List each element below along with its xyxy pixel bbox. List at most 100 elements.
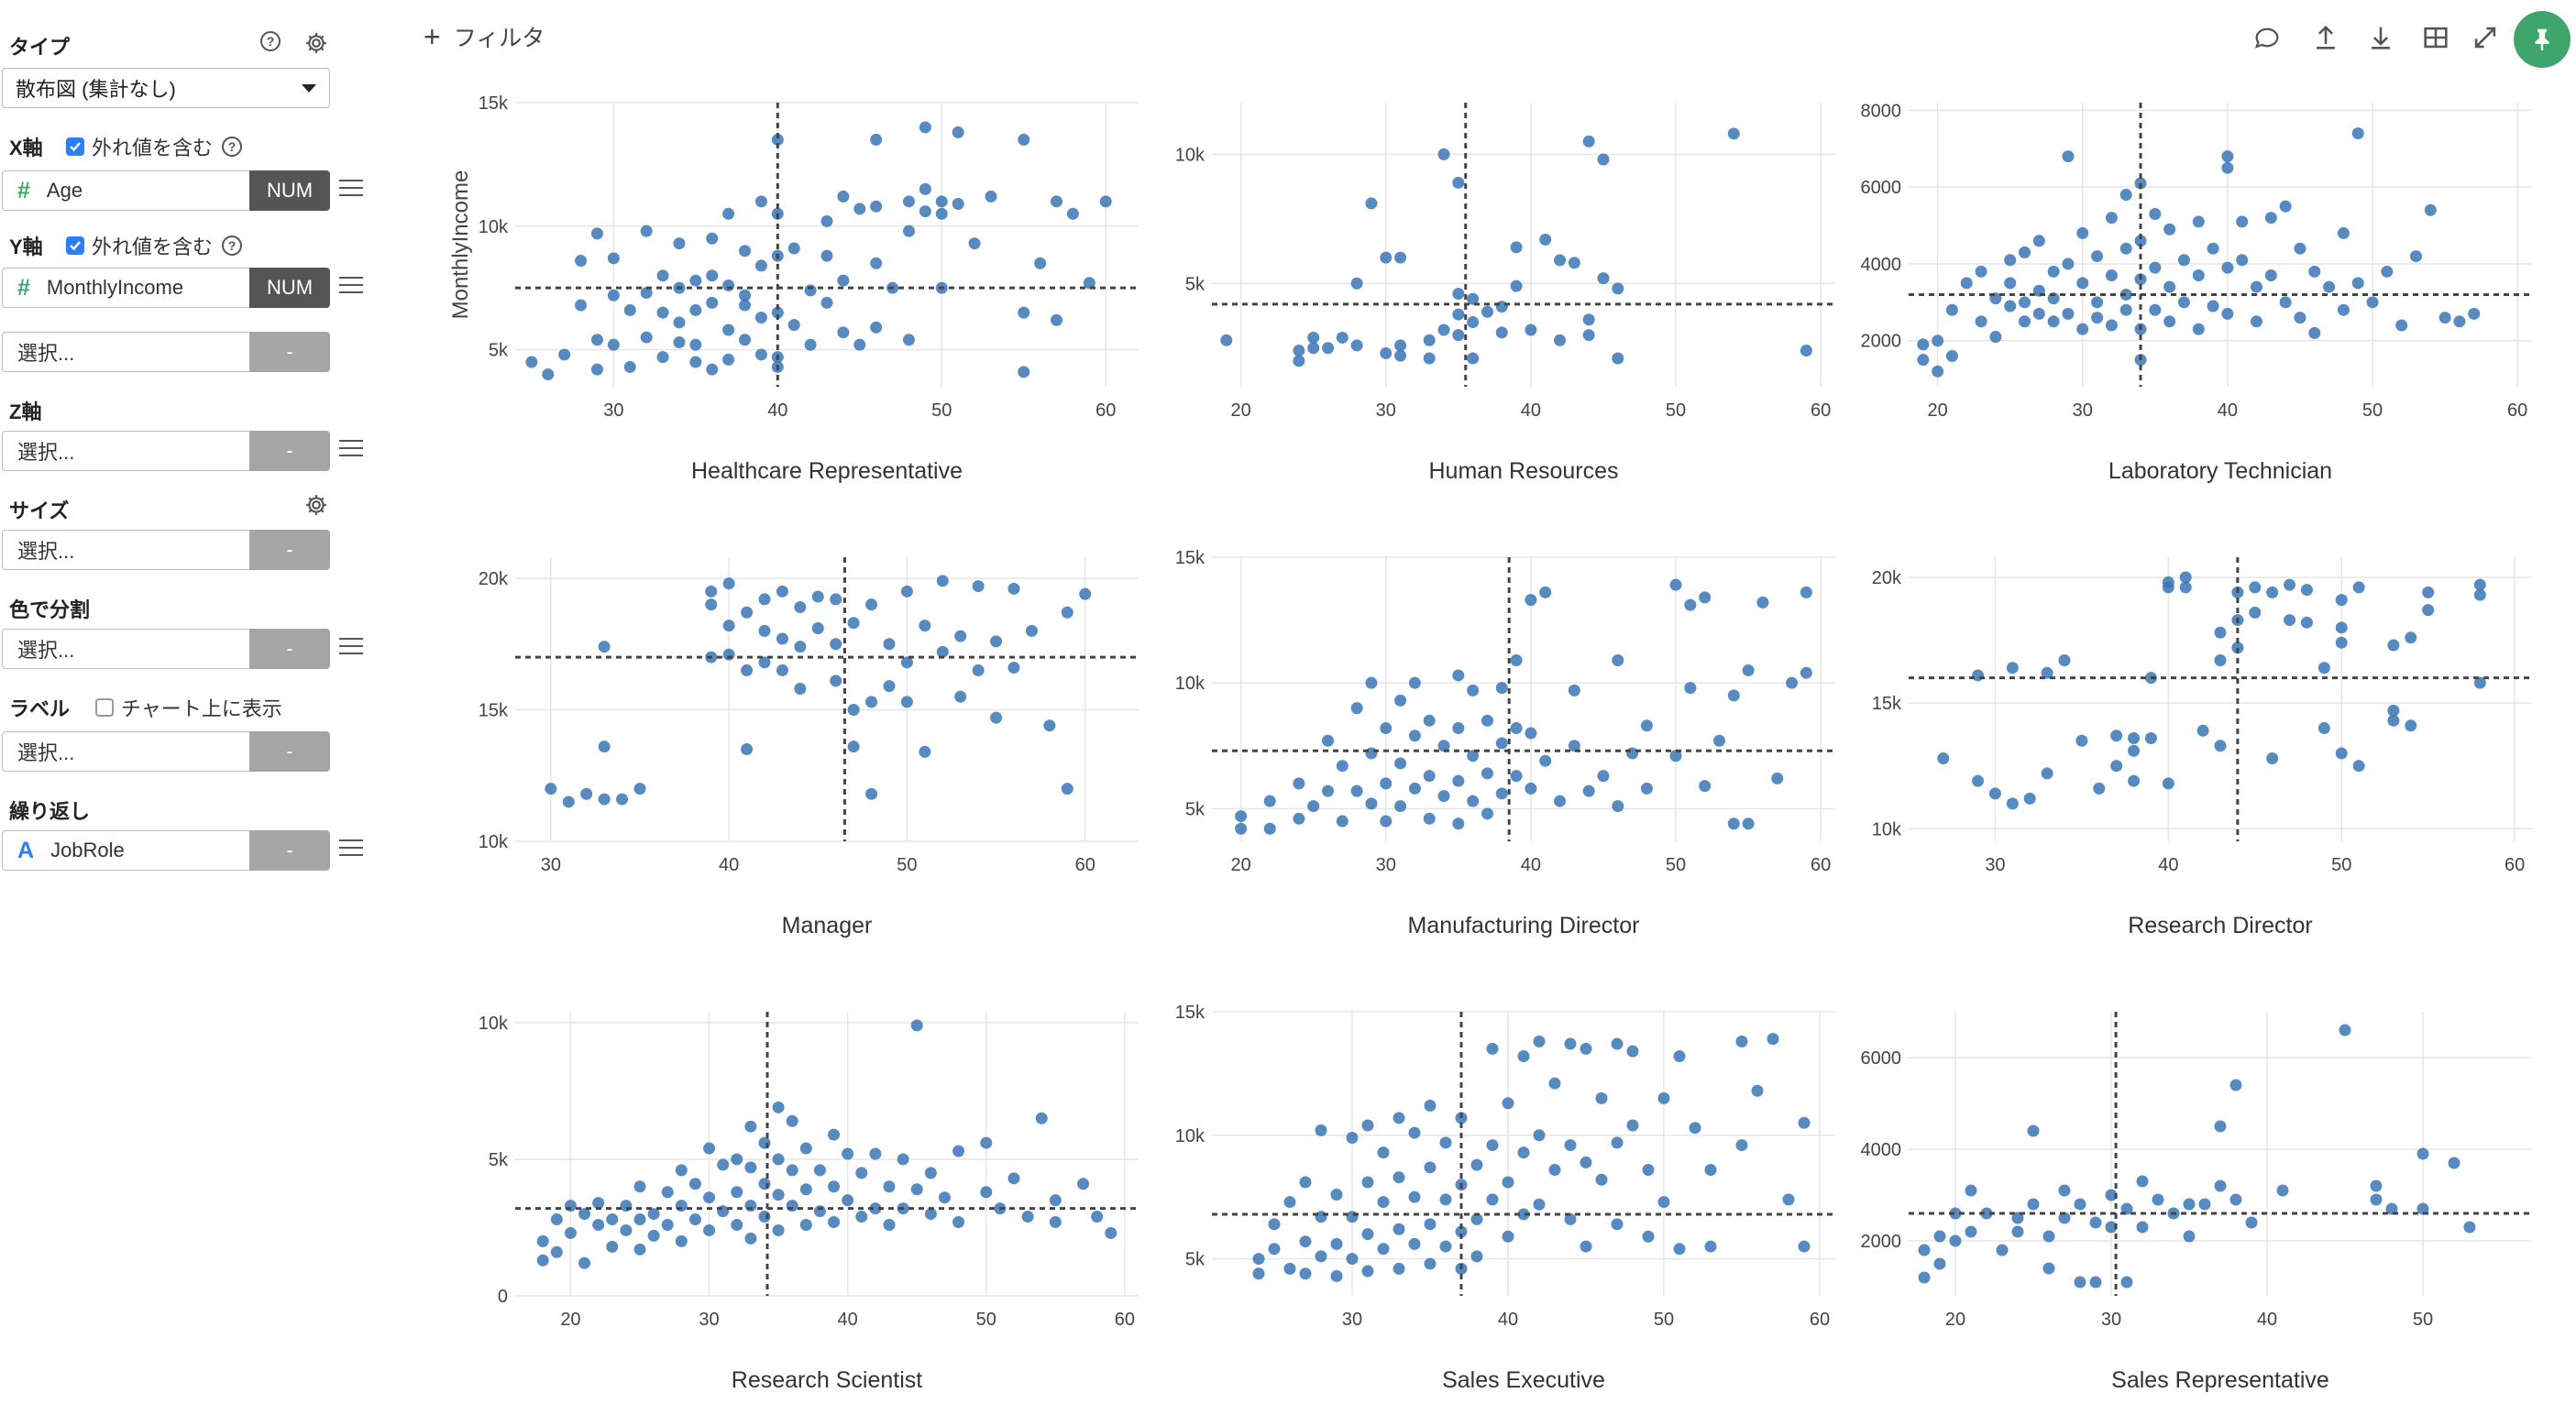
data-point[interactable]: [900, 585, 913, 598]
data-point[interactable]: [754, 312, 767, 324]
data-point[interactable]: [2006, 797, 2019, 810]
data-point[interactable]: [1657, 1196, 1670, 1209]
data-point[interactable]: [2192, 215, 2205, 228]
data-point[interactable]: [1933, 1257, 1946, 1270]
data-point[interactable]: [1669, 578, 1682, 591]
expand-icon[interactable]: [2470, 22, 2501, 53]
data-point[interactable]: [2091, 312, 2104, 324]
data-point[interactable]: [620, 1200, 633, 1212]
data-point[interactable]: [2231, 642, 2244, 654]
data-point[interactable]: [564, 1200, 577, 1212]
data-point[interactable]: [924, 1167, 937, 1179]
data-point[interactable]: [919, 205, 931, 218]
data-point[interactable]: [2058, 653, 2071, 666]
data-point[interactable]: [1564, 1212, 1577, 1225]
data-point[interactable]: [1554, 795, 1567, 807]
data-point[interactable]: [1657, 1091, 1670, 1104]
data-point[interactable]: [1742, 664, 1755, 676]
data-point[interactable]: [2405, 719, 2417, 732]
data-point[interactable]: [1293, 355, 1305, 367]
data-point[interactable]: [1380, 815, 1393, 828]
data-point[interactable]: [675, 1164, 688, 1177]
data-point[interactable]: [1495, 326, 1508, 339]
data-point[interactable]: [2162, 576, 2174, 588]
data-point[interactable]: [1299, 1235, 1312, 1248]
data-point[interactable]: [2134, 235, 2147, 247]
data-point[interactable]: [1437, 790, 1450, 803]
data-point[interactable]: [1481, 714, 1493, 727]
data-point[interactable]: [633, 1243, 646, 1256]
data-point[interactable]: [787, 242, 800, 255]
data-point[interactable]: [1336, 815, 1349, 828]
data-point[interactable]: [776, 632, 788, 645]
data-point[interactable]: [739, 299, 752, 312]
data-point[interactable]: [1361, 1228, 1374, 1241]
data-point[interactable]: [2179, 581, 2192, 594]
data-point[interactable]: [1533, 1129, 1546, 1142]
data-point[interactable]: [820, 249, 833, 262]
data-point[interactable]: [1283, 1262, 1296, 1275]
data-point[interactable]: [2091, 250, 2104, 263]
data-point[interactable]: [1424, 1099, 1437, 1112]
data-point[interactable]: [1437, 148, 1450, 160]
data-point[interactable]: [2416, 1147, 2429, 1160]
data-point[interactable]: [2011, 1225, 2024, 1238]
data-point[interactable]: [772, 1189, 785, 1201]
data-point[interactable]: [786, 1164, 798, 1177]
data-point[interactable]: [1061, 606, 1073, 619]
data-point[interactable]: [2284, 578, 2296, 591]
data-point[interactable]: [1424, 1257, 1437, 1270]
data-point[interactable]: [1786, 676, 1799, 689]
data-point[interactable]: [1539, 586, 1552, 598]
data-point[interactable]: [536, 1234, 549, 1247]
data-point[interactable]: [1712, 734, 1725, 747]
data-point[interactable]: [592, 1197, 605, 1210]
data-point[interactable]: [1800, 586, 1812, 598]
data-point[interactable]: [1452, 722, 1465, 735]
data-point[interactable]: [1988, 787, 2001, 800]
data-point[interactable]: [1452, 176, 1465, 189]
help-icon[interactable]: ?: [260, 31, 281, 51]
data-point[interactable]: [1377, 1196, 1390, 1209]
data-point[interactable]: [2089, 1276, 2102, 1289]
y-outlier-checkbox[interactable]: 外れ値を含む ?: [66, 231, 243, 260]
data-point[interactable]: [936, 645, 949, 658]
data-point[interactable]: [830, 675, 842, 687]
data-point[interactable]: [1423, 812, 1436, 825]
data-point[interactable]: [1322, 734, 1335, 747]
data-point[interactable]: [1568, 740, 1580, 752]
data-point[interactable]: [606, 1213, 619, 1226]
data-point[interactable]: [1771, 772, 1784, 784]
data-point[interactable]: [2128, 774, 2141, 787]
data-point[interactable]: [2335, 621, 2348, 634]
data-point[interactable]: [2317, 722, 2330, 735]
data-point[interactable]: [1394, 349, 1407, 362]
data-point[interactable]: [1932, 365, 1944, 378]
data-point[interactable]: [2473, 578, 2486, 591]
data-point[interactable]: [1525, 324, 1537, 336]
data-point[interactable]: [2387, 714, 2400, 727]
data-point[interactable]: [1408, 1190, 1421, 1203]
data-point[interactable]: [1377, 1146, 1390, 1159]
data-point[interactable]: [870, 133, 883, 146]
data-point[interactable]: [2370, 1193, 2383, 1206]
data-point[interactable]: [985, 190, 997, 203]
data-point[interactable]: [1307, 331, 1320, 344]
data-point[interactable]: [897, 1153, 909, 1166]
data-point[interactable]: [2463, 1221, 2476, 1234]
data-point[interactable]: [776, 664, 788, 676]
data-point[interactable]: [820, 214, 833, 227]
data-point[interactable]: [705, 585, 718, 598]
data-point[interactable]: [1330, 1269, 1343, 1282]
data-point[interactable]: [883, 638, 896, 651]
data-point[interactable]: [706, 232, 719, 245]
data-point[interactable]: [1049, 1216, 1062, 1229]
data-point[interactable]: [794, 601, 807, 614]
data-point[interactable]: [787, 319, 800, 332]
data-point[interactable]: [1346, 1131, 1359, 1144]
data-point[interactable]: [2149, 261, 2162, 274]
data-point[interactable]: [870, 321, 883, 334]
data-point[interactable]: [1437, 324, 1450, 336]
data-point[interactable]: [1626, 1119, 1639, 1132]
data-point[interactable]: [590, 363, 603, 376]
